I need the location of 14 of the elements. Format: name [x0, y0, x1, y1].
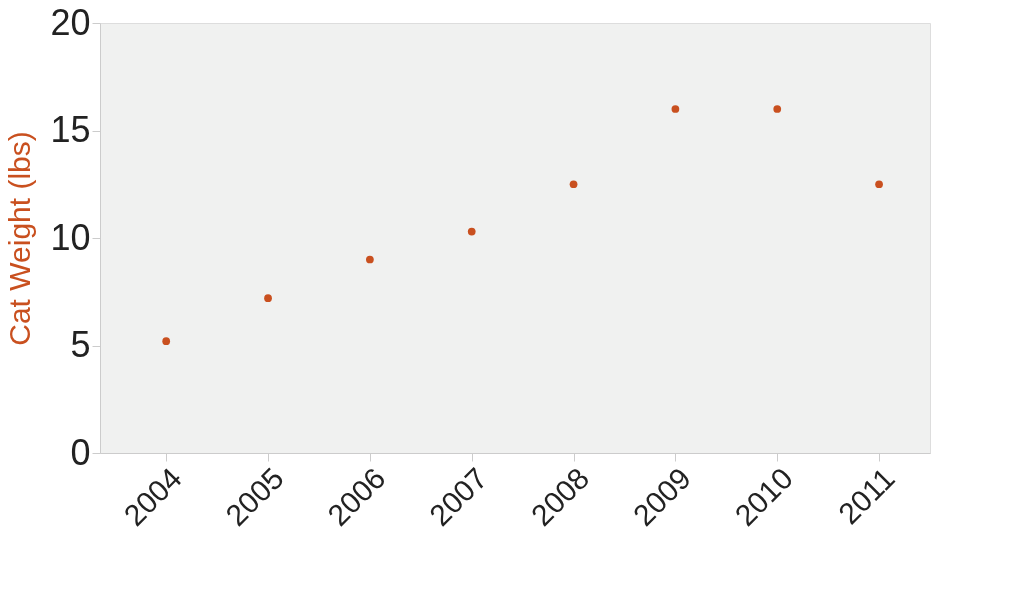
point: [467, 227, 476, 236]
y-tick-label: 10: [50, 216, 91, 258]
y-tick-label: 0: [70, 431, 91, 473]
point: [264, 294, 272, 303]
point: [875, 180, 883, 189]
point: [366, 255, 374, 264]
point: [162, 337, 171, 346]
y-tick-label: 15: [50, 109, 91, 150]
point: [671, 105, 680, 113]
y-tick-label: 5: [70, 324, 91, 365]
point: [773, 105, 782, 113]
y-axis-title: Cat Weight (lbs): [3, 131, 37, 346]
point: [569, 180, 578, 189]
y-tick-label: 20: [50, 1, 91, 43]
